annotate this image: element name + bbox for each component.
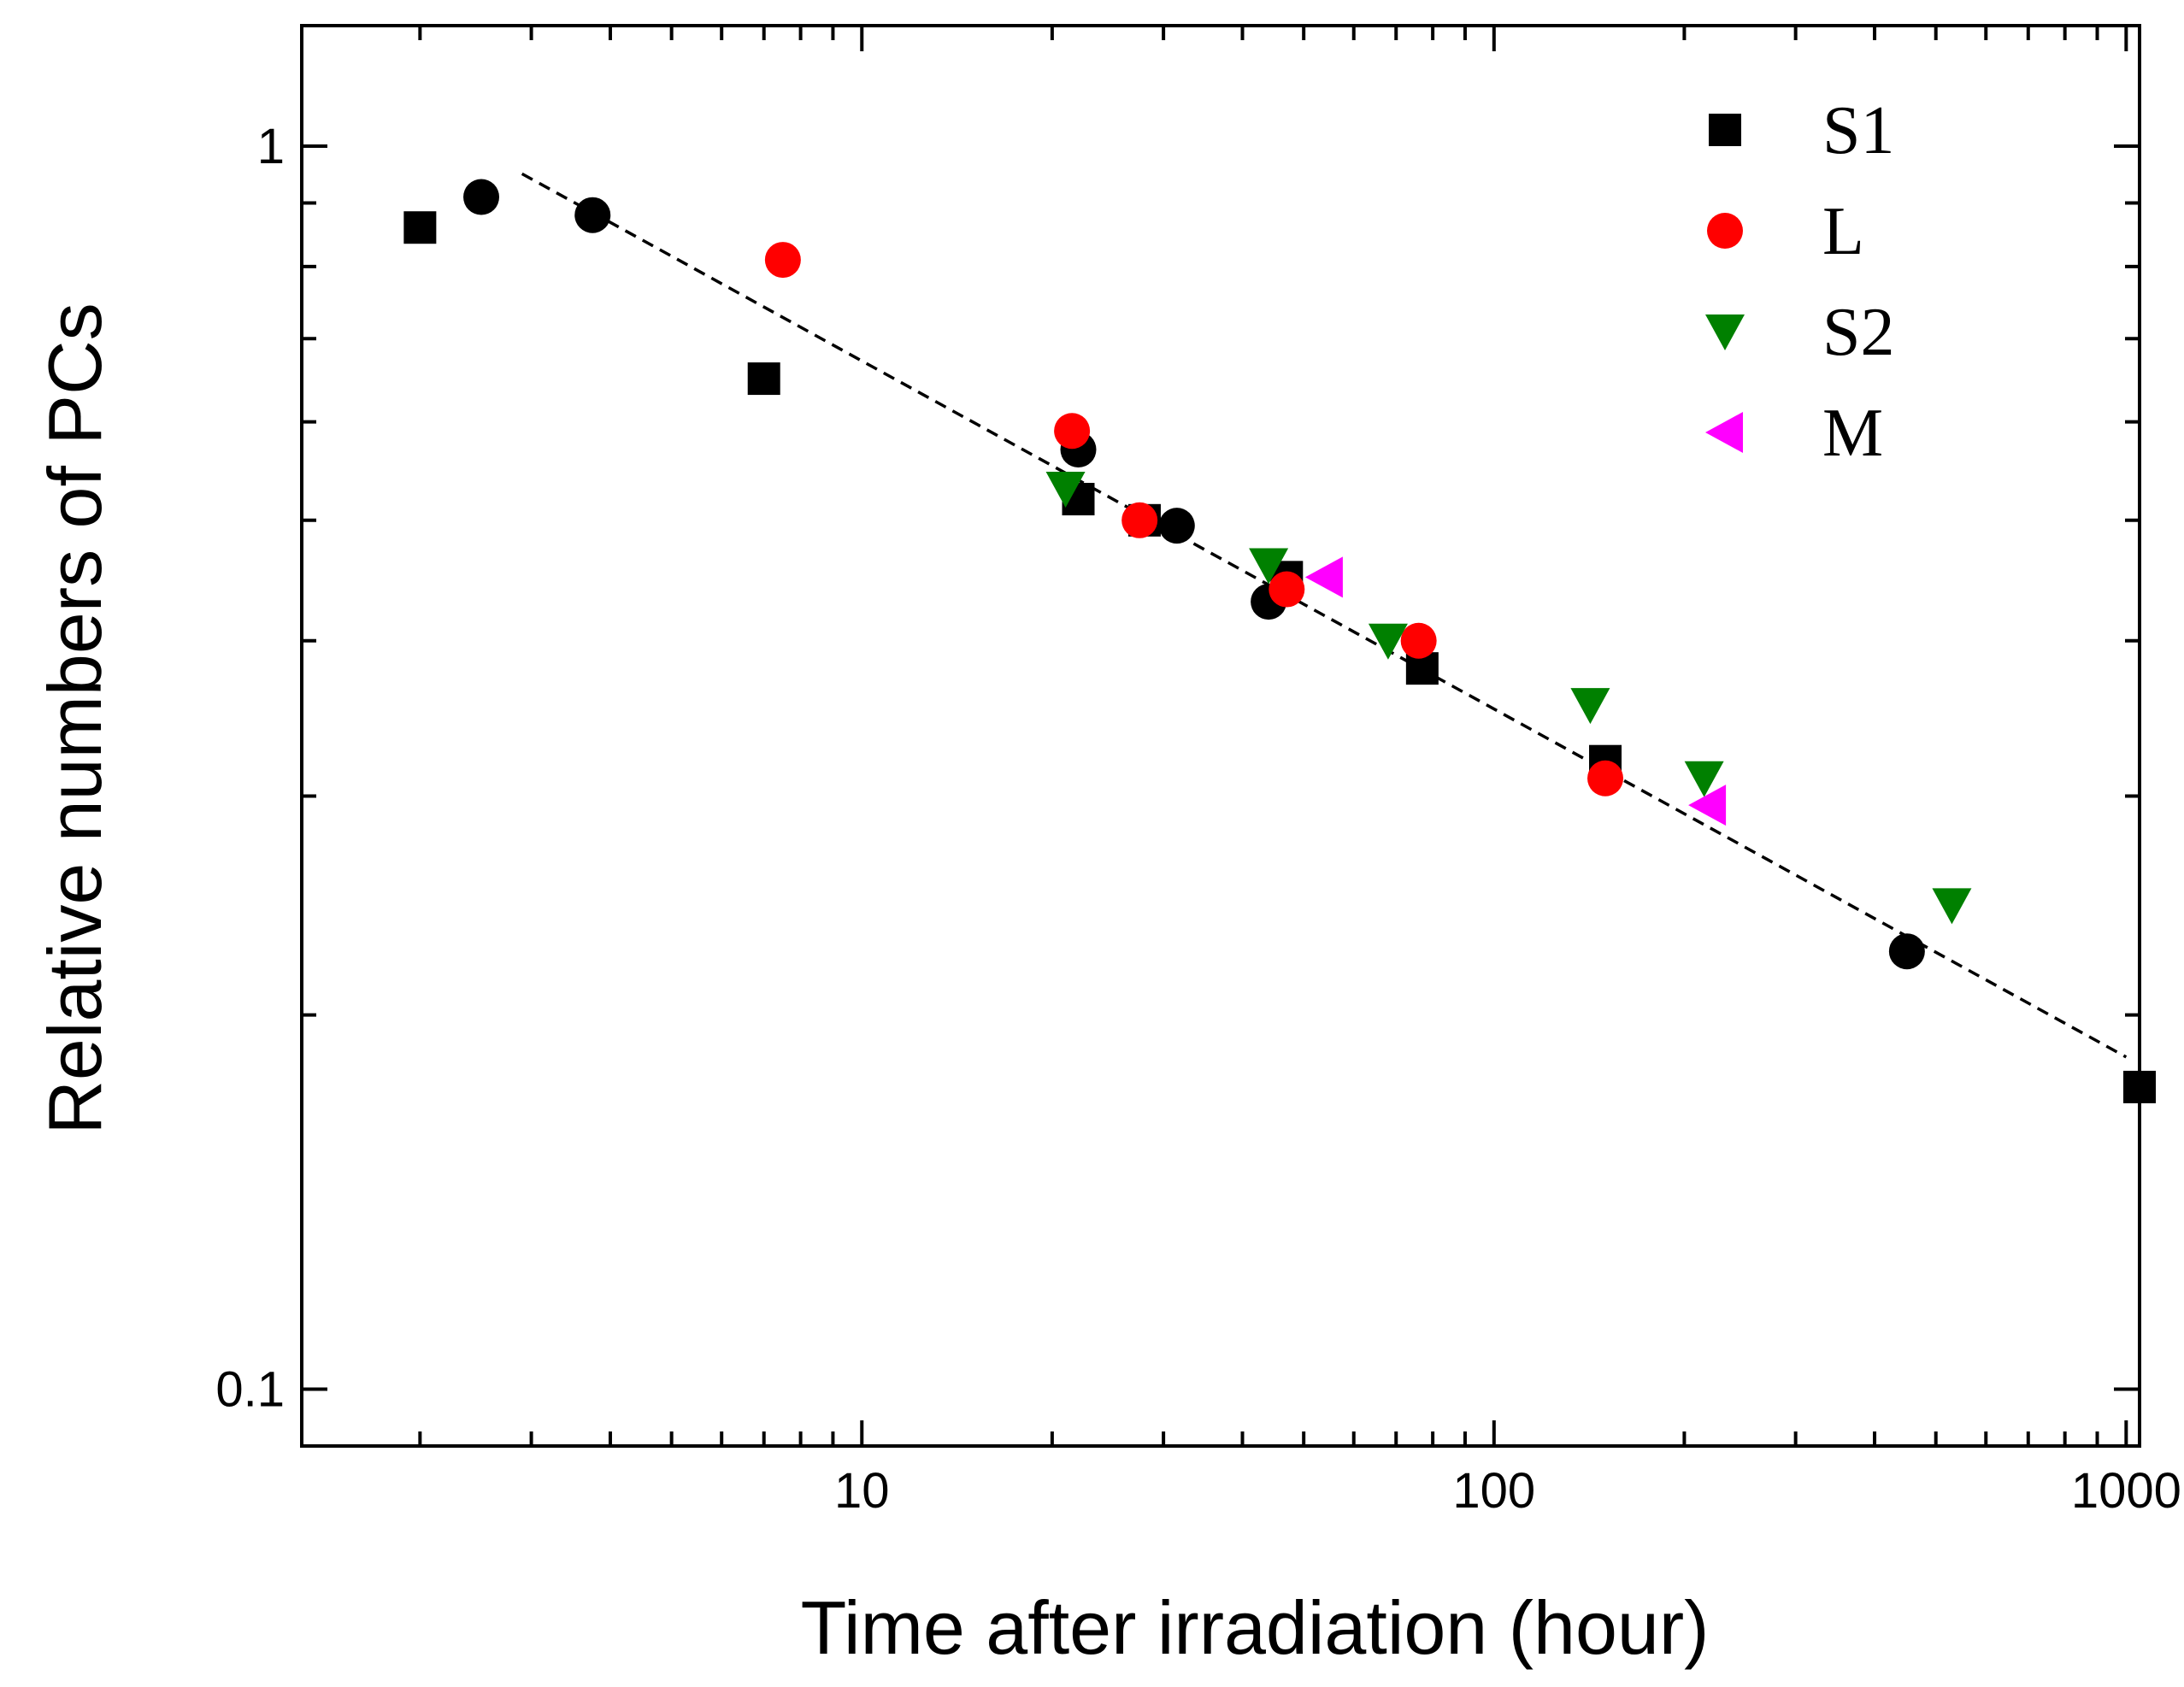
data-point-s1-circle [1158,508,1195,544]
y-tick-label: 0.1 [215,1361,285,1417]
data-point-s2-triangle-down [1368,623,1408,660]
x-tick-label: 10 [834,1463,890,1519]
legend-label-m: M [1822,396,1883,471]
data-point-l-circle [1587,760,1624,796]
data-points-group [403,179,2156,1103]
data-point-l-circle [1269,571,1305,608]
data-point-m-triangle-left [1688,785,1727,826]
legend-marker-s2 [1705,314,1745,350]
legend-label-s2: S2 [1822,295,1895,370]
legend-label-s1: S1 [1822,93,1895,168]
x-tick-label: 1000 [2071,1463,2181,1519]
y-tick-label: 1 [257,119,285,174]
data-point-l-circle [1121,502,1158,538]
data-point-s1-circle [574,197,611,233]
fit-line [521,172,2128,1059]
fit-line-group [521,172,2128,1059]
data-point-l-circle [764,242,801,279]
data-point-m-triangle-left [1304,556,1343,598]
axis-ticks-group [302,26,2140,1448]
legend-marker-s1 [1709,114,1741,146]
data-point-l-circle [1054,413,1091,450]
data-point-l-circle [1400,622,1437,659]
x-tick-label: 100 [1452,1463,1535,1519]
data-point-s1-square [403,211,437,244]
plot-frame [300,24,2141,1448]
legend: S1 L S2 M [1705,93,1895,471]
data-point-s2-triangle-down [1570,688,1610,725]
data-point-s2-triangle-down [1932,888,1972,925]
data-point-s2-triangle-down [1045,471,1086,508]
legend-label-l: L [1822,194,1864,269]
legend-marker-m [1705,412,1743,453]
axis-labels-group: 10 100 1000 0.1 1 Time after irradiation (hou… [32,119,2181,1670]
data-point-s2-triangle-down [1684,761,1724,797]
x-axis-title: Time after irradiation (hour) [801,1585,1710,1670]
legend-marker-l [1707,213,1743,249]
data-point-s1-circle [1888,933,1925,970]
y-axis-title: Relative numbers of PCs [32,303,117,1134]
data-point-s1-circle [463,179,500,215]
data-point-s2-triangle-down [1249,548,1289,585]
data-point-s1-square [747,362,780,396]
